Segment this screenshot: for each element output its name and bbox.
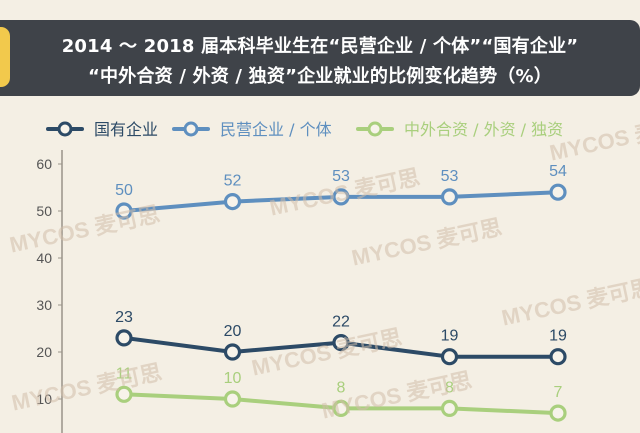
y-tick-label: 10: [36, 391, 52, 407]
data-label: 19: [549, 328, 567, 345]
data-point: [332, 334, 350, 352]
data-label: 53: [332, 168, 350, 185]
data-label: 50: [115, 182, 133, 199]
chart-title-line-2: “中外合资 / 外资 / 独资”企业就业的比例变化趋势（%）: [88, 66, 552, 87]
data-point: [115, 385, 133, 403]
y-tick-label: 20: [36, 344, 52, 360]
data-point: [440, 399, 459, 417]
legend-marker: [367, 121, 383, 137]
data-point: [223, 343, 242, 361]
data-label: 22: [332, 314, 350, 331]
legend-label: 国有企业: [94, 120, 158, 139]
data-point: [440, 188, 459, 206]
data-point: [332, 188, 350, 206]
data-label: 10: [224, 370, 242, 387]
data-point: [549, 404, 567, 422]
data-point: [223, 390, 242, 408]
data-label: 54: [549, 163, 567, 180]
legend-marker: [57, 121, 73, 137]
data-point: [549, 183, 567, 201]
chart-title-line-1: 2014 ～ 2018 届本科毕业生在“民营企业 / 个体”“国有企业”: [61, 36, 579, 57]
title-accent-bar: [0, 27, 10, 87]
data-point: [115, 202, 133, 220]
y-tick-label: 60: [36, 156, 52, 172]
data-label: 7: [554, 384, 563, 401]
legend-label: 中外合资 / 外资 / 独资: [404, 120, 563, 139]
data-point: [223, 193, 242, 211]
data-label: 8: [337, 379, 346, 396]
data-label: 20: [224, 323, 242, 340]
data-label: 11: [116, 365, 133, 382]
data-point: [440, 348, 459, 366]
data-point: [549, 348, 567, 366]
y-tick-label: 40: [36, 250, 52, 266]
data-label: 53: [441, 168, 459, 185]
data-point: [115, 329, 133, 347]
data-label: 23: [115, 309, 133, 326]
y-tick-label: 30: [36, 297, 52, 313]
data-label: 52: [224, 173, 242, 190]
data-point: [332, 399, 350, 417]
title-banner: 2014 ～ 2018 届本科毕业生在“民营企业 / 个体”“国有企业” “中外…: [0, 20, 640, 96]
data-label: 8: [445, 379, 454, 396]
data-label: 19: [441, 328, 459, 345]
legend-label: 民营企业 / 个体: [220, 120, 332, 139]
legend-marker: [183, 121, 199, 137]
y-tick-label: 50: [36, 203, 52, 219]
